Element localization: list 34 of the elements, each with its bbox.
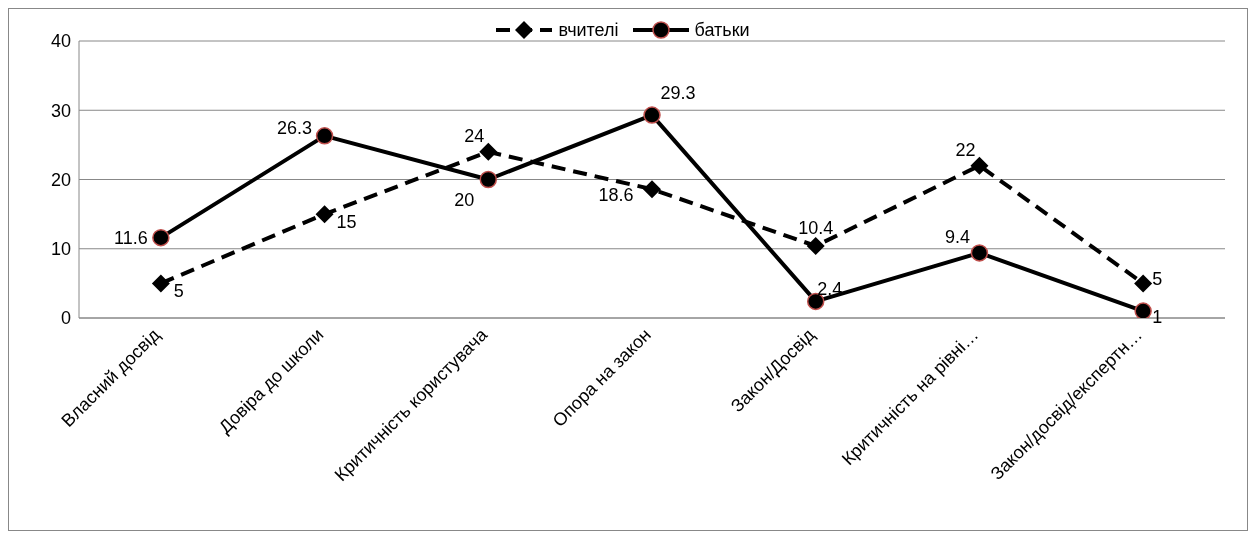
data-label: 5	[173, 281, 184, 302]
data-label: 22	[955, 139, 976, 160]
data-label: 18.6	[598, 185, 634, 206]
legend-label: батьки	[694, 19, 750, 41]
data-label: 24	[464, 125, 485, 146]
data-label: 26.3	[277, 117, 313, 138]
point	[315, 205, 334, 224]
data-label: 20	[454, 189, 475, 210]
point	[970, 156, 989, 175]
point	[643, 180, 661, 199]
data-label: 11.6	[114, 227, 148, 248]
data-label: 2.4	[817, 279, 843, 300]
point	[643, 106, 661, 124]
data-label: 10.4	[798, 217, 834, 238]
point	[152, 228, 170, 247]
data-label: 1	[1152, 307, 1163, 328]
point	[970, 244, 989, 262]
point	[151, 274, 170, 293]
y-tick-label: 0	[60, 308, 71, 329]
point	[1134, 302, 1152, 318]
data-label: 9.4	[944, 226, 970, 247]
data-label: 15	[336, 212, 357, 233]
point	[806, 236, 825, 255]
y-tick-label: 40	[50, 31, 71, 52]
point	[315, 127, 334, 145]
data-label: 5	[1152, 269, 1163, 290]
point	[479, 142, 498, 161]
point	[479, 170, 498, 189]
y-tick-label: 30	[50, 100, 71, 121]
y-tick-label: 10	[50, 239, 71, 260]
data-label: 29.3	[660, 83, 696, 104]
y-tick-label: 20	[50, 169, 71, 190]
legend-label: вчителі	[558, 19, 619, 41]
point	[1134, 274, 1153, 293]
